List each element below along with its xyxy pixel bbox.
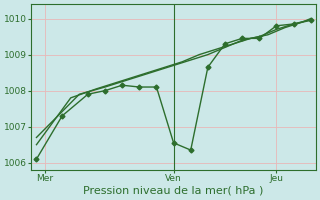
X-axis label: Pression niveau de la mer( hPa ): Pression niveau de la mer( hPa ) — [84, 186, 264, 196]
